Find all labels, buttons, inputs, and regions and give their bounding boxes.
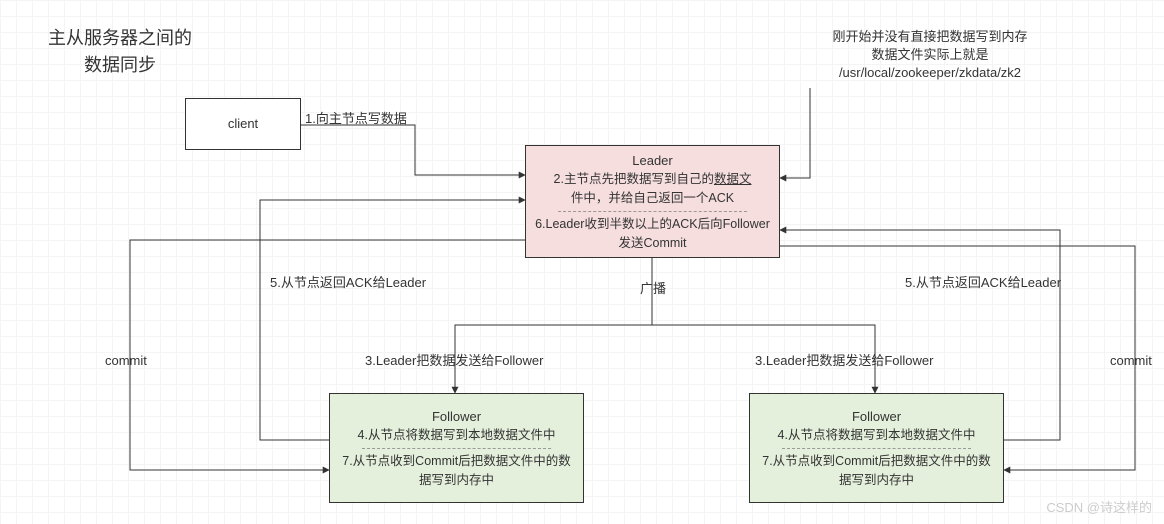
edge-3-left-label: 3.Leader把数据发送给Follower: [365, 350, 543, 369]
client-label: client: [228, 114, 258, 134]
edge-5-right-label: 5.从节点返回ACK给Leader: [905, 272, 1061, 291]
follower-right-step7: 7.从节点收到Commit后把数据文件中的数据写到内存中: [758, 452, 995, 490]
follower-left-step4: 4.从节点将数据写到本地数据文件中: [358, 426, 556, 445]
follower-right-separator: [782, 448, 972, 449]
follower-right-node: Follower 4.从节点将数据写到本地数据文件中 7.从节点收到Commit…: [749, 393, 1004, 503]
watermark: CSDN @诗这样的: [1046, 497, 1152, 516]
note-right: 刚开始并没有直接把数据写到内存 数据文件实际上就是 /usr/local/zoo…: [800, 28, 1060, 83]
leader-step2: 2.主节点先把数据写到自己的数据文件中，并给自己返回一个ACK: [554, 170, 752, 208]
edge-commit-right-label: commit: [1110, 353, 1152, 368]
note-l2: 数据文件实际上就是: [800, 46, 1060, 64]
client-node: client: [185, 98, 301, 150]
follower-left-name: Follower: [432, 407, 481, 427]
note-l3: /usr/local/zookeeper/zkdata/zk2: [800, 64, 1060, 82]
leader-step6: 6.Leader收到半数以上的ACK后向Follower发送Commit: [534, 215, 771, 253]
edge-broadcast-label: 广播: [640, 278, 666, 297]
follower-right-name: Follower: [852, 407, 901, 427]
title-line2: 数据同步: [35, 52, 205, 79]
follower-right-step4: 4.从节点将数据写到本地数据文件中: [778, 426, 976, 445]
follower-left-node: Follower 4.从节点将数据写到本地数据文件中 7.从节点收到Commit…: [329, 393, 584, 503]
follower-left-step7: 7.从节点收到Commit后把数据文件中的数据写到内存中: [338, 452, 575, 490]
edge-commit-left-label: commit: [105, 353, 147, 368]
edge-5-left-label: 5.从节点返回ACK给Leader: [270, 272, 426, 291]
note-l1: 刚开始并没有直接把数据写到内存: [800, 28, 1060, 46]
leader-separator: [558, 211, 748, 212]
edge-1-label: 1.向主节点写数据: [305, 108, 407, 127]
follower-left-separator: [362, 448, 552, 449]
leader-name: Leader: [632, 151, 672, 171]
leader-node: Leader 2.主节点先把数据写到自己的数据文件中，并给自己返回一个ACK 6…: [525, 145, 780, 258]
title-line1: 主从服务器之间的: [35, 25, 205, 52]
diagram-title: 主从服务器之间的 数据同步: [35, 25, 205, 79]
edge-3-right-label: 3.Leader把数据发送给Follower: [755, 350, 933, 369]
